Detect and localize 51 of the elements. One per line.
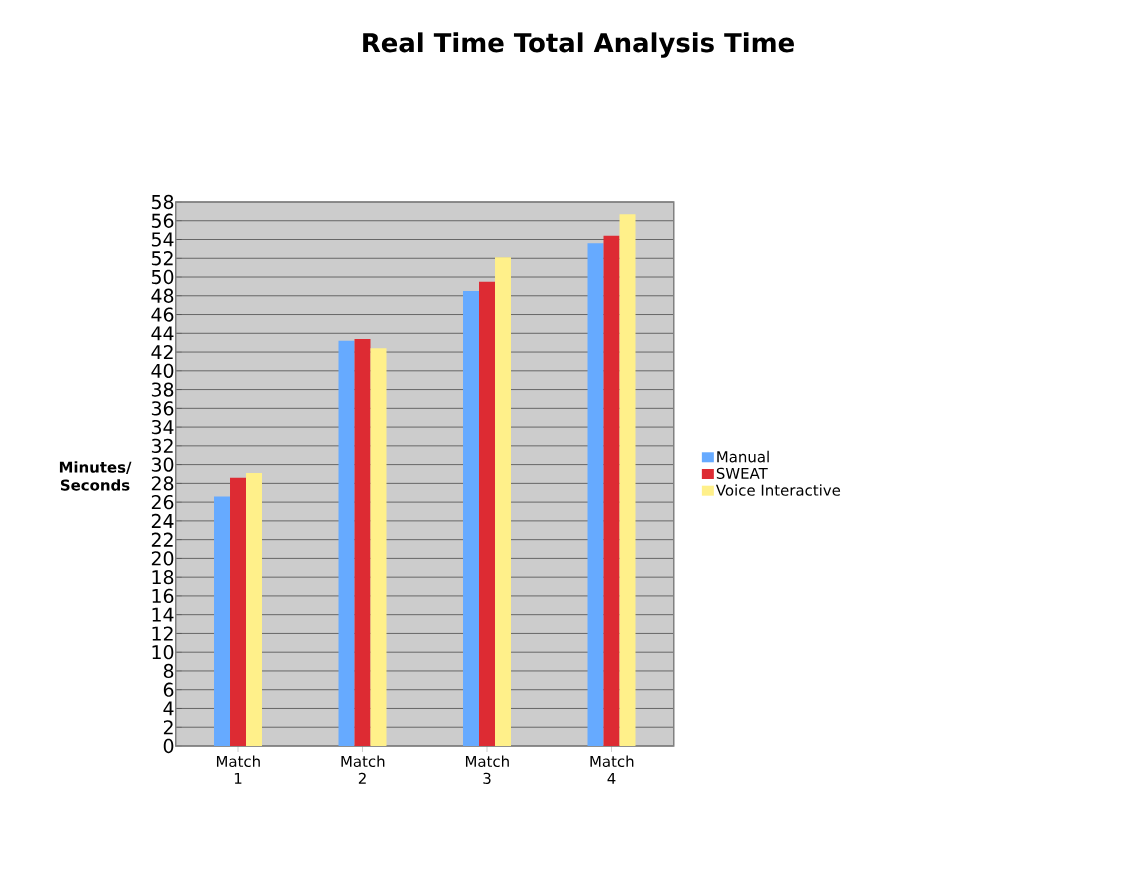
legend-label: Manual xyxy=(717,450,769,463)
y-tick-label: 2 xyxy=(163,720,173,735)
y-tick-label: 4 xyxy=(163,701,174,716)
bar xyxy=(619,214,636,746)
y-tick-label: 6 xyxy=(163,682,174,697)
y-tick-label: 34 xyxy=(151,419,174,435)
y-tick-label: 52 xyxy=(151,251,173,266)
y-tick-label: 16 xyxy=(152,588,174,604)
legend-label: Voice Interactive xyxy=(715,484,841,496)
y-tick-label: 28 xyxy=(151,476,174,491)
x-tick-label: Match 1 xyxy=(216,755,260,784)
y-tick-label: 48 xyxy=(151,288,174,303)
y-tick-label: 32 xyxy=(151,438,173,453)
y-tick-label: 42 xyxy=(151,345,173,360)
y-tick-label: 0 xyxy=(163,738,174,754)
y-axis-title: Minutes/ Seconds xyxy=(59,461,132,491)
bar xyxy=(246,473,263,746)
y-tick-label: 46 xyxy=(151,307,174,322)
y-tick-label: 20 xyxy=(151,551,174,566)
bar xyxy=(479,281,496,746)
y-tick-label: 24 xyxy=(151,513,174,528)
legend-label: SWEAT xyxy=(716,467,768,479)
y-tick-label: 12 xyxy=(152,626,173,641)
y-tick-label: 38 xyxy=(151,382,174,397)
y-tick-label: 58 xyxy=(151,194,174,210)
bar xyxy=(495,257,512,746)
y-tick-label: 56 xyxy=(151,213,174,228)
bar xyxy=(603,235,620,746)
y-tick-label: 22 xyxy=(151,532,173,547)
y-tick-label: 10 xyxy=(152,645,174,660)
y-tick-label: 36 xyxy=(151,401,174,416)
bar xyxy=(230,477,247,746)
y-tick-label: 40 xyxy=(151,363,174,378)
x-tick-label: Match 2 xyxy=(341,755,385,784)
bar xyxy=(214,496,231,746)
bar xyxy=(587,243,604,746)
y-tick-label: 14 xyxy=(152,607,174,622)
y-tick-label: 44 xyxy=(151,326,174,341)
y-tick-label: 26 xyxy=(151,494,174,510)
y-tick-label: 18 xyxy=(152,570,174,585)
chart-title: Real Time Total Analysis Time xyxy=(363,32,794,58)
y-tick-label: 50 xyxy=(151,269,174,285)
y-tick-label: 54 xyxy=(151,232,174,247)
x-tick-label: Match 3 xyxy=(465,755,509,785)
bar xyxy=(354,338,371,746)
bar xyxy=(463,291,480,746)
y-tick-label: 30 xyxy=(151,457,174,472)
bar xyxy=(338,340,355,746)
y-tick-label: 8 xyxy=(163,663,174,679)
bar xyxy=(370,348,387,746)
x-tick-label: Match 4 xyxy=(590,755,634,784)
